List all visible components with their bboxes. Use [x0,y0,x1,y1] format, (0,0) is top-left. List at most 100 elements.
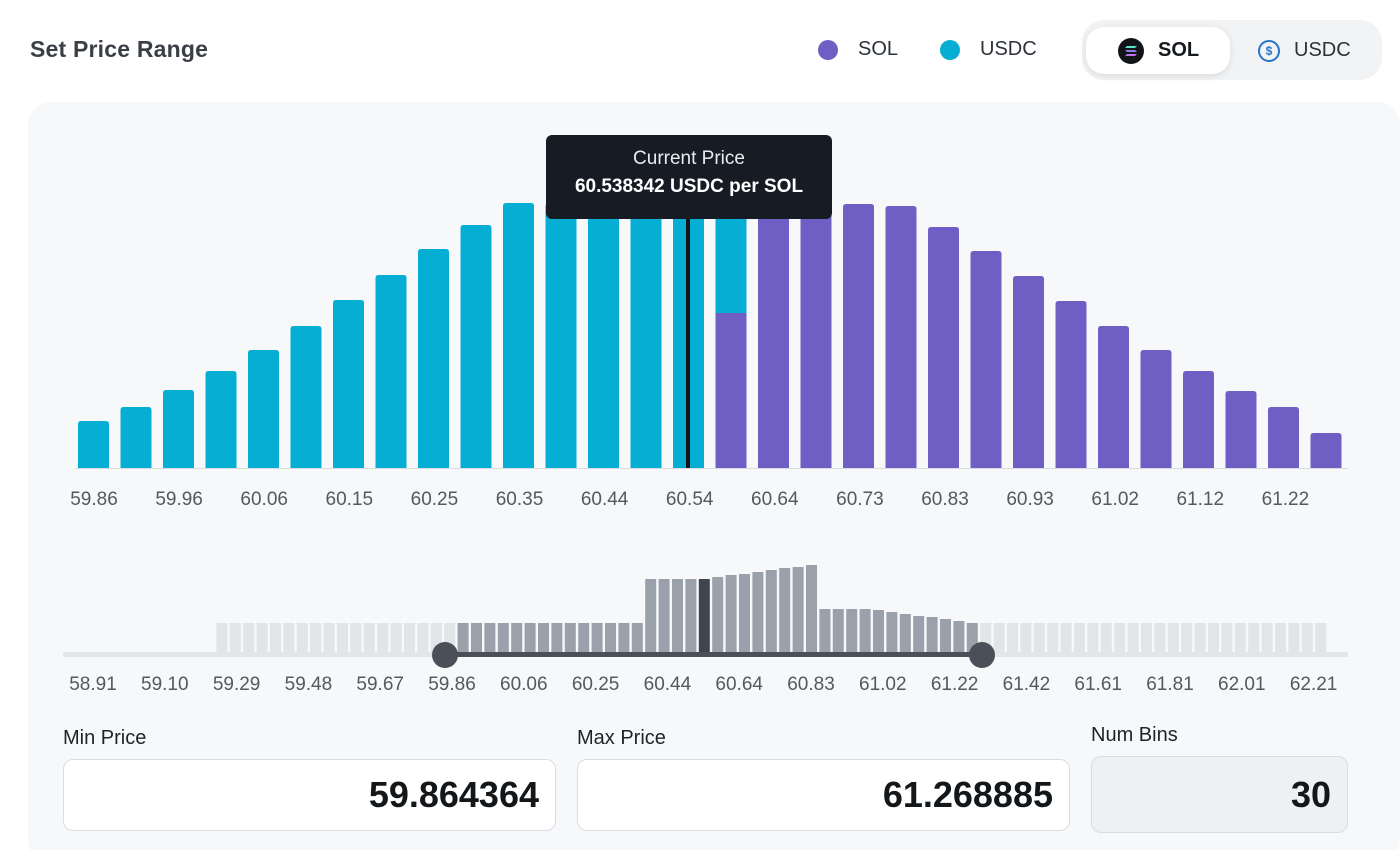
sol-bar [928,227,959,468]
x-tick-label: 60.83 [921,489,969,510]
range-bar [551,623,563,654]
sol-bar [1140,350,1172,468]
range-bar [337,623,348,654]
num-bins-input[interactable]: 30 [1091,756,1348,833]
x-tick-label: 60.64 [715,674,763,695]
x-tick-label: 59.48 [285,674,333,695]
range-bar [1087,623,1099,654]
range-bar [1114,623,1126,654]
usdc-bar [248,350,279,468]
range-bar [631,623,643,654]
range-bar [1301,623,1313,654]
sol-bar [1225,391,1257,468]
range-bar [1315,623,1327,654]
range-bar [1167,623,1179,654]
token-toggle: SOL $ USDC [1082,20,1382,80]
x-tick-label: 59.86 [70,489,118,510]
x-tick-label: 60.64 [751,489,799,510]
range-bar [1275,623,1286,654]
range-bar [229,623,241,654]
range-bar [792,567,804,654]
range-bar [1234,623,1246,654]
x-tick-label: 60.54 [666,489,714,510]
min-price-handle[interactable] [432,642,458,668]
x-tick-label: 60.44 [581,489,629,510]
sol-bar [1098,326,1129,468]
range-bar [1141,623,1152,654]
tooltip-title: Current Price [633,148,745,169]
range-bar [1047,623,1059,654]
range-bar [1060,623,1072,654]
range-bar [873,610,884,654]
range-bar [564,623,576,654]
sol-bar [885,206,917,468]
x-tick-label: 58.91 [69,674,117,695]
tooltip-value: 60.538342 USDC per SOL [574,176,804,197]
range-bar [1154,623,1166,654]
x-tick-label: 61.42 [1003,674,1051,695]
sol-bar [758,206,789,468]
x-tick-label: 60.25 [572,674,620,695]
usdc-bar [163,390,194,468]
toggle-label: USDC [1294,39,1351,61]
min-price-input[interactable]: 59.864364 [63,759,556,831]
range-bar [323,623,335,654]
range-bar [430,623,442,654]
x-tick-label: 61.12 [1177,489,1225,510]
current-price-line [686,215,690,468]
range-bar [739,574,750,654]
range-bar [725,575,737,654]
range-bar [859,609,871,654]
range-bar [524,623,536,654]
toggle-option-usdc[interactable]: $ USDC [1234,27,1378,74]
x-tick-label: 60.35 [496,489,544,510]
max-price-input[interactable]: 61.268885 [577,759,1070,831]
range-bar [899,614,911,654]
x-tick-label: 59.96 [155,489,203,510]
x-tick-label: 61.22 [931,674,979,695]
range-bar [886,612,898,654]
range-bar [1127,623,1139,654]
usdc-bar [120,407,152,468]
liquidity-distribution-chart: 59.86 59.96 60.06 60.15 60.25 60.35 60.44 60.54… [70,158,1348,510]
x-tick-label: 59.86 [428,674,476,695]
range-bar [926,617,938,654]
x-tick-label: 61.02 [859,674,907,695]
current-price-tooltip: Current Price 60.538342 USDC per SOL [546,135,832,219]
range-bar [1033,623,1045,654]
usdc-bar [588,203,619,468]
range-bar [765,570,777,654]
range-bar [444,623,456,654]
x-tick-label: 59.10 [141,674,189,695]
usdc-bar [418,249,449,468]
x-tick-label: 60.15 [326,489,374,510]
usdc-bar [545,203,577,468]
range-bar [913,616,925,654]
usdc-bar [78,421,109,468]
legend-item-usdc: USDC [940,38,1037,61]
max-price-handle[interactable] [969,642,995,668]
range-bar [605,623,616,654]
usdc-icon: $ [1258,39,1280,62]
toggle-option-sol[interactable]: SOL [1086,27,1230,74]
range-bar [645,579,657,654]
range-selector-chart[interactable]: 58.91 59.10 59.29 59.48 59.67 59.86 60.06 60.25… [0,540,1400,710]
range-bar [591,623,603,654]
range-bar [846,609,858,654]
max-price-label: Max Price [577,727,666,749]
x-tick-label: 60.83 [787,674,835,695]
range-bar [698,579,710,654]
range-bar [1248,623,1260,654]
range-bar [296,623,308,654]
range-bar [471,623,482,654]
x-tick-label: 60.93 [1006,489,1054,510]
x-tick-label: 60.06 [240,489,288,510]
range-bar [940,619,951,654]
range-bar [578,623,590,654]
range-bar [966,623,978,654]
legend-label: USDC [980,38,1037,60]
x-tick-label: 61.02 [1091,489,1139,510]
range-bar [1074,623,1085,654]
sol-bar [970,251,1002,468]
sol-bar [1268,407,1299,468]
